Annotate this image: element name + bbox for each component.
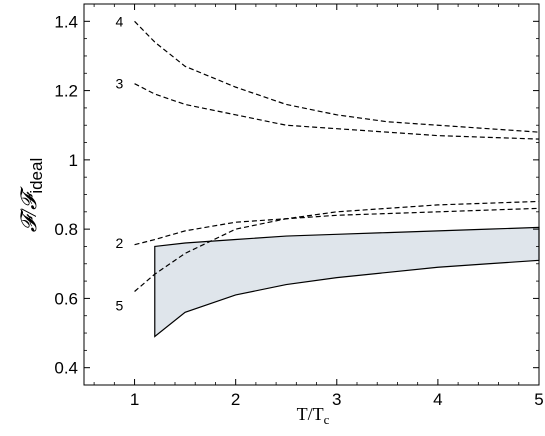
x-axis-title-subscript: c: [324, 412, 330, 427]
x-tick-label: 1: [130, 390, 139, 409]
series-line-3: [134, 83, 540, 140]
x-axis-title-main: T/T: [297, 404, 324, 424]
series-layer: [134, 20, 540, 292]
curve-label-2: 2: [115, 235, 123, 251]
y-axis-title-subscript: ideal: [27, 158, 46, 194]
x-tick-label: 4: [433, 390, 442, 409]
curve-label-3: 3: [115, 76, 123, 92]
x-axis: 1 2 3 4 5: [93, 4, 544, 409]
series-line-2: [134, 207, 540, 246]
y-tick-label: 0.4: [54, 359, 78, 378]
plot-frame: [83, 3, 540, 386]
series-line-5: [134, 200, 540, 292]
x-tick-label: 2: [231, 390, 240, 409]
curve-label-4: 4: [115, 13, 123, 29]
band-layer: [154, 226, 540, 338]
y-tick-label: 0.8: [54, 220, 78, 239]
y-tick-label: 1.4: [54, 12, 78, 31]
y-axis: 0.4 0.6 0.8 1 1.2 1.4: [54, 12, 539, 378]
curve-labels: 4 3 2 5: [115, 13, 123, 313]
x-tick-label: 5: [534, 390, 543, 409]
uncertainty-band: [154, 226, 540, 338]
y-tick-label: 0.6: [54, 289, 78, 308]
y-axis-title: 𝓕/𝓕ideal: [16, 158, 46, 233]
y-tick-label: 1.2: [54, 82, 78, 101]
curve-label-5: 5: [115, 297, 123, 313]
series-line-4: [134, 20, 540, 133]
y-tick-label: 1: [69, 151, 78, 170]
x-axis-title: T/Tc: [297, 404, 330, 427]
x-tick-label: 3: [332, 390, 341, 409]
